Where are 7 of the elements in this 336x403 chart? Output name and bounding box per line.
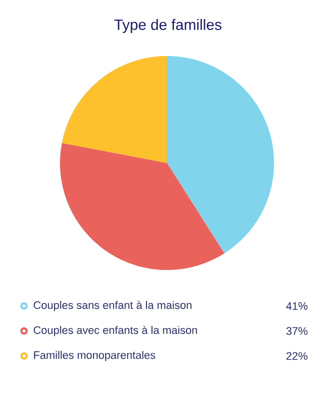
legend-label: Couples sans enfant à la maison [34,300,192,312]
chart-title: Type de familles [114,19,222,33]
data-label: 22% [286,352,308,360]
legend-label: Familles monoparentales [34,350,156,362]
data-label: 37% [286,327,308,335]
data-label: 41% [286,302,308,310]
legend-label: Couples avec enfants à la maison [34,326,197,336]
